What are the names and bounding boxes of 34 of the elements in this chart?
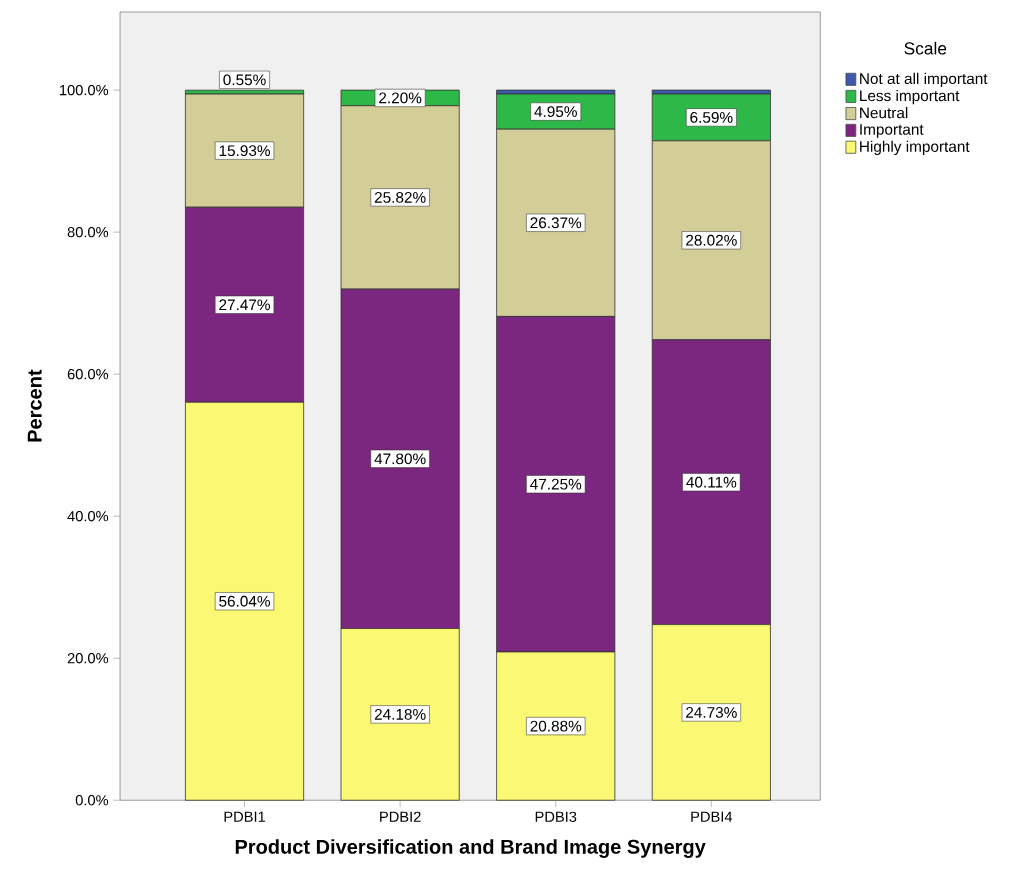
y-tick-label: 40.0% [67,510,109,522]
data-label: 4.95% [534,106,577,117]
x-axis-title: Product Diversification and Brand Image Synergy [235,839,706,858]
x-tick-label: PDBI4 [691,811,733,822]
legend-label: Not at all important [860,72,988,87]
data-label: 15.93% [219,145,270,156]
data-label: 6.59% [690,111,733,123]
data-label: 47.25% [530,478,582,490]
data-label: 25.82% [374,191,426,203]
legend-label: Less important [860,89,960,105]
y-tick-label: 80.0% [67,226,109,238]
data-label: 24.73% [686,706,737,718]
data-label: 2.20% [379,92,422,104]
legend-label: Important [860,124,924,138]
y-tick-label: 20.0% [67,652,109,664]
y-tick-label: 60.0% [67,368,109,380]
x-tick-label: PDBI1 [224,811,266,822]
y-tick-label: 0.0% [75,794,109,806]
legend-title: Scale [904,41,947,55]
y-axis-title: Percent [27,369,42,442]
legend-label: Highly important [860,140,970,155]
y-tick-label: 100.0% [60,84,109,96]
legend-label: Neutral [860,106,908,119]
data-label: 27.47% [219,299,270,311]
x-tick-label: PDBI2 [380,811,421,822]
data-label: 28.02% [686,234,737,246]
data-label: 0.55% [223,74,266,86]
data-label: 24.18% [374,708,426,720]
data-label: 20.88% [530,720,582,732]
data-label: 26.37% [530,217,582,229]
x-tick-label: PDBI3 [535,811,577,822]
data-label: 40.11% [686,476,737,488]
data-label: 47.80% [374,453,426,465]
data-label: 56.04% [219,595,270,607]
